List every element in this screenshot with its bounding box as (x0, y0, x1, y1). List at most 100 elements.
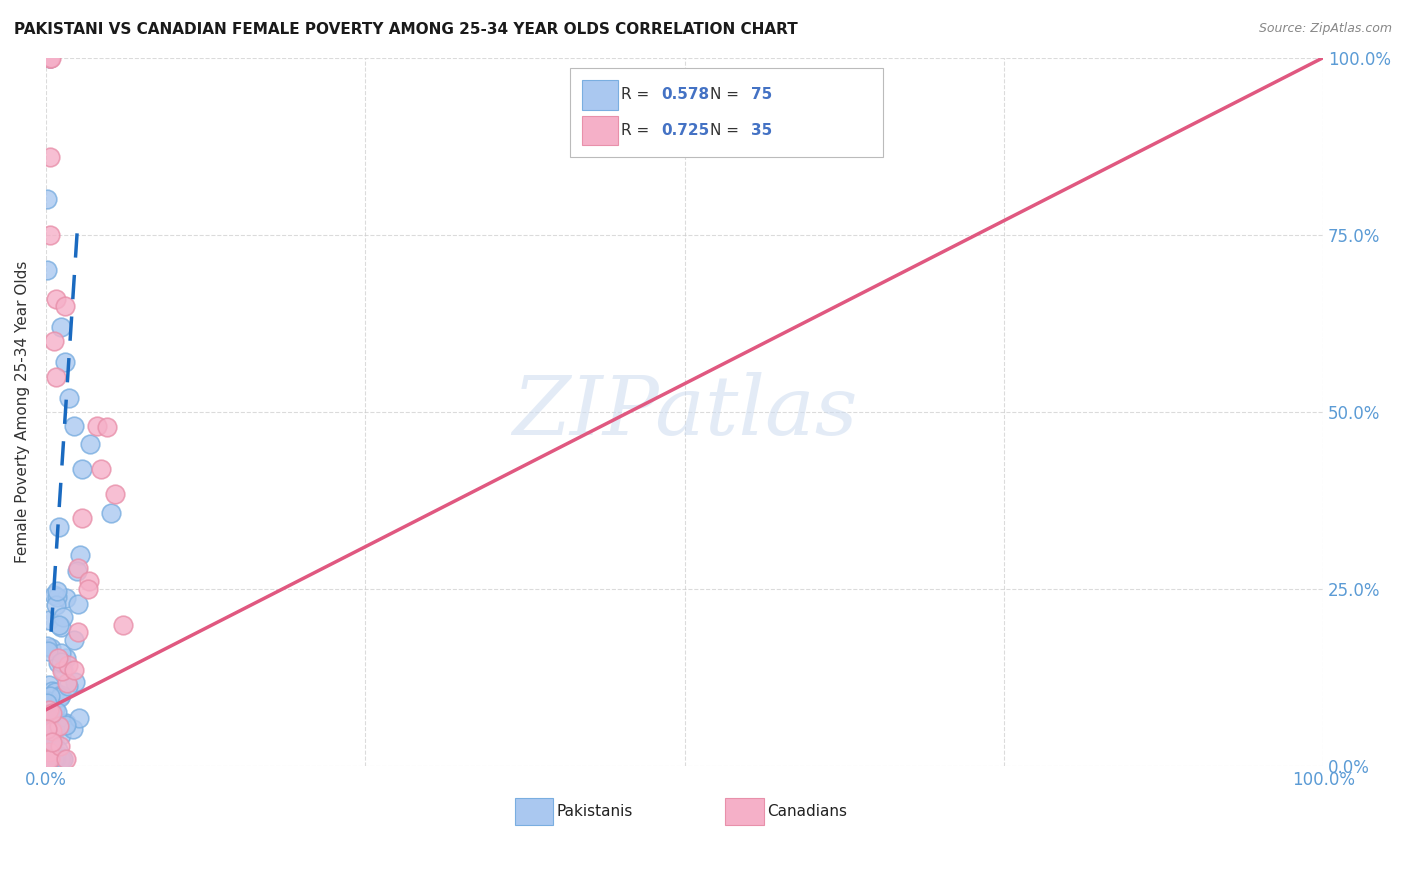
Point (44, 752, 66, 766)
Text: Pakistanis: Pakistanis (557, 805, 633, 820)
Point (37, 730, 59, 744)
Point (49, 690, 72, 705)
Point (46, 743, 69, 757)
Text: R =: R = (620, 123, 654, 138)
FancyBboxPatch shape (582, 116, 619, 145)
Text: Canadians: Canadians (768, 805, 848, 820)
Point (45, 292, 67, 306)
Point (52, 663, 75, 677)
Point (63, 419, 86, 434)
Point (41, 706, 63, 720)
Point (37, 193, 59, 207)
Point (37, 696, 59, 710)
Point (41, 724, 63, 739)
Point (39, 641, 62, 656)
Point (69, 549, 91, 563)
Point (44, 732, 66, 747)
Point (49, 655, 72, 669)
Point (42, 714, 65, 728)
Point (62, 722, 84, 736)
Text: PAKISTANI VS CANADIAN FEMALE POVERTY AMONG 25-34 YEAR OLDS CORRELATION CHART: PAKISTANI VS CANADIAN FEMALE POVERTY AMO… (14, 22, 797, 37)
Point (53, 355, 76, 369)
Point (44, 752, 66, 766)
Point (37, 718, 59, 732)
Point (104, 487, 127, 501)
Point (49, 620, 72, 634)
Point (58, 657, 80, 672)
Point (37, 643, 59, 657)
Point (45, 752, 67, 766)
Point (41, 734, 63, 748)
Point (37, 722, 59, 736)
Point (39, 689, 62, 703)
Point (45, 705, 67, 719)
Point (37, 731, 59, 746)
Point (49, 752, 72, 766)
Point (37, 263, 59, 277)
Point (39, 51, 62, 65)
Point (46, 651, 69, 665)
Point (49, 739, 72, 753)
Point (58, 391, 80, 405)
Point (38, 51, 60, 65)
Point (38, 703, 60, 717)
Point (52, 610, 75, 624)
Point (37, 694, 59, 708)
Text: N =: N = (710, 87, 744, 103)
Text: 75: 75 (751, 87, 772, 103)
Point (52, 752, 75, 766)
Point (79, 437, 101, 451)
Point (38, 752, 60, 766)
Point (55, 651, 77, 665)
Point (39, 707, 62, 722)
Point (46, 583, 69, 598)
Point (55, 591, 77, 606)
Point (56, 676, 79, 690)
Point (38, 150, 60, 164)
Point (111, 617, 134, 632)
Point (55, 715, 77, 730)
Point (67, 711, 90, 725)
Point (66, 597, 89, 611)
Point (66, 561, 89, 575)
Point (55, 717, 77, 731)
Point (67, 625, 90, 640)
Point (100, 506, 122, 520)
Point (63, 674, 86, 689)
Point (55, 752, 77, 766)
Point (38, 51, 60, 65)
Text: Source: ZipAtlas.com: Source: ZipAtlas.com (1258, 22, 1392, 36)
Point (56, 679, 79, 693)
Point (37, 752, 59, 766)
Point (51, 752, 73, 766)
FancyBboxPatch shape (582, 79, 619, 110)
Point (45, 369, 67, 384)
Text: 0.578: 0.578 (662, 87, 710, 103)
Point (42, 731, 65, 745)
Point (70, 511, 93, 525)
Point (38, 51, 60, 65)
Point (44, 702, 66, 716)
Point (96, 420, 118, 434)
Point (41, 734, 63, 748)
FancyBboxPatch shape (515, 798, 553, 825)
Point (77, 574, 100, 589)
Point (44, 752, 66, 766)
Point (38, 745, 60, 759)
Text: ZIPatlas: ZIPatlas (512, 372, 858, 452)
Point (49, 688, 72, 702)
Point (48, 520, 70, 534)
Point (41, 752, 63, 766)
Point (49, 728, 72, 742)
Point (63, 663, 86, 677)
Point (37, 639, 59, 653)
Point (42, 334, 65, 349)
Point (48, 617, 70, 632)
Point (38, 227, 60, 242)
FancyBboxPatch shape (569, 69, 883, 157)
Point (86, 419, 108, 434)
Point (90, 462, 112, 476)
Point (51, 646, 73, 660)
Point (45, 590, 67, 604)
Point (46, 656, 69, 670)
